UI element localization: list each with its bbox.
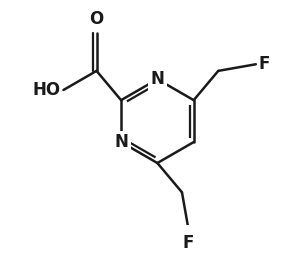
Text: HO: HO — [32, 81, 61, 99]
Text: N: N — [114, 133, 128, 151]
Text: F: F — [183, 234, 194, 252]
Text: F: F — [258, 55, 270, 73]
Text: O: O — [89, 10, 104, 28]
Text: N: N — [151, 70, 164, 88]
